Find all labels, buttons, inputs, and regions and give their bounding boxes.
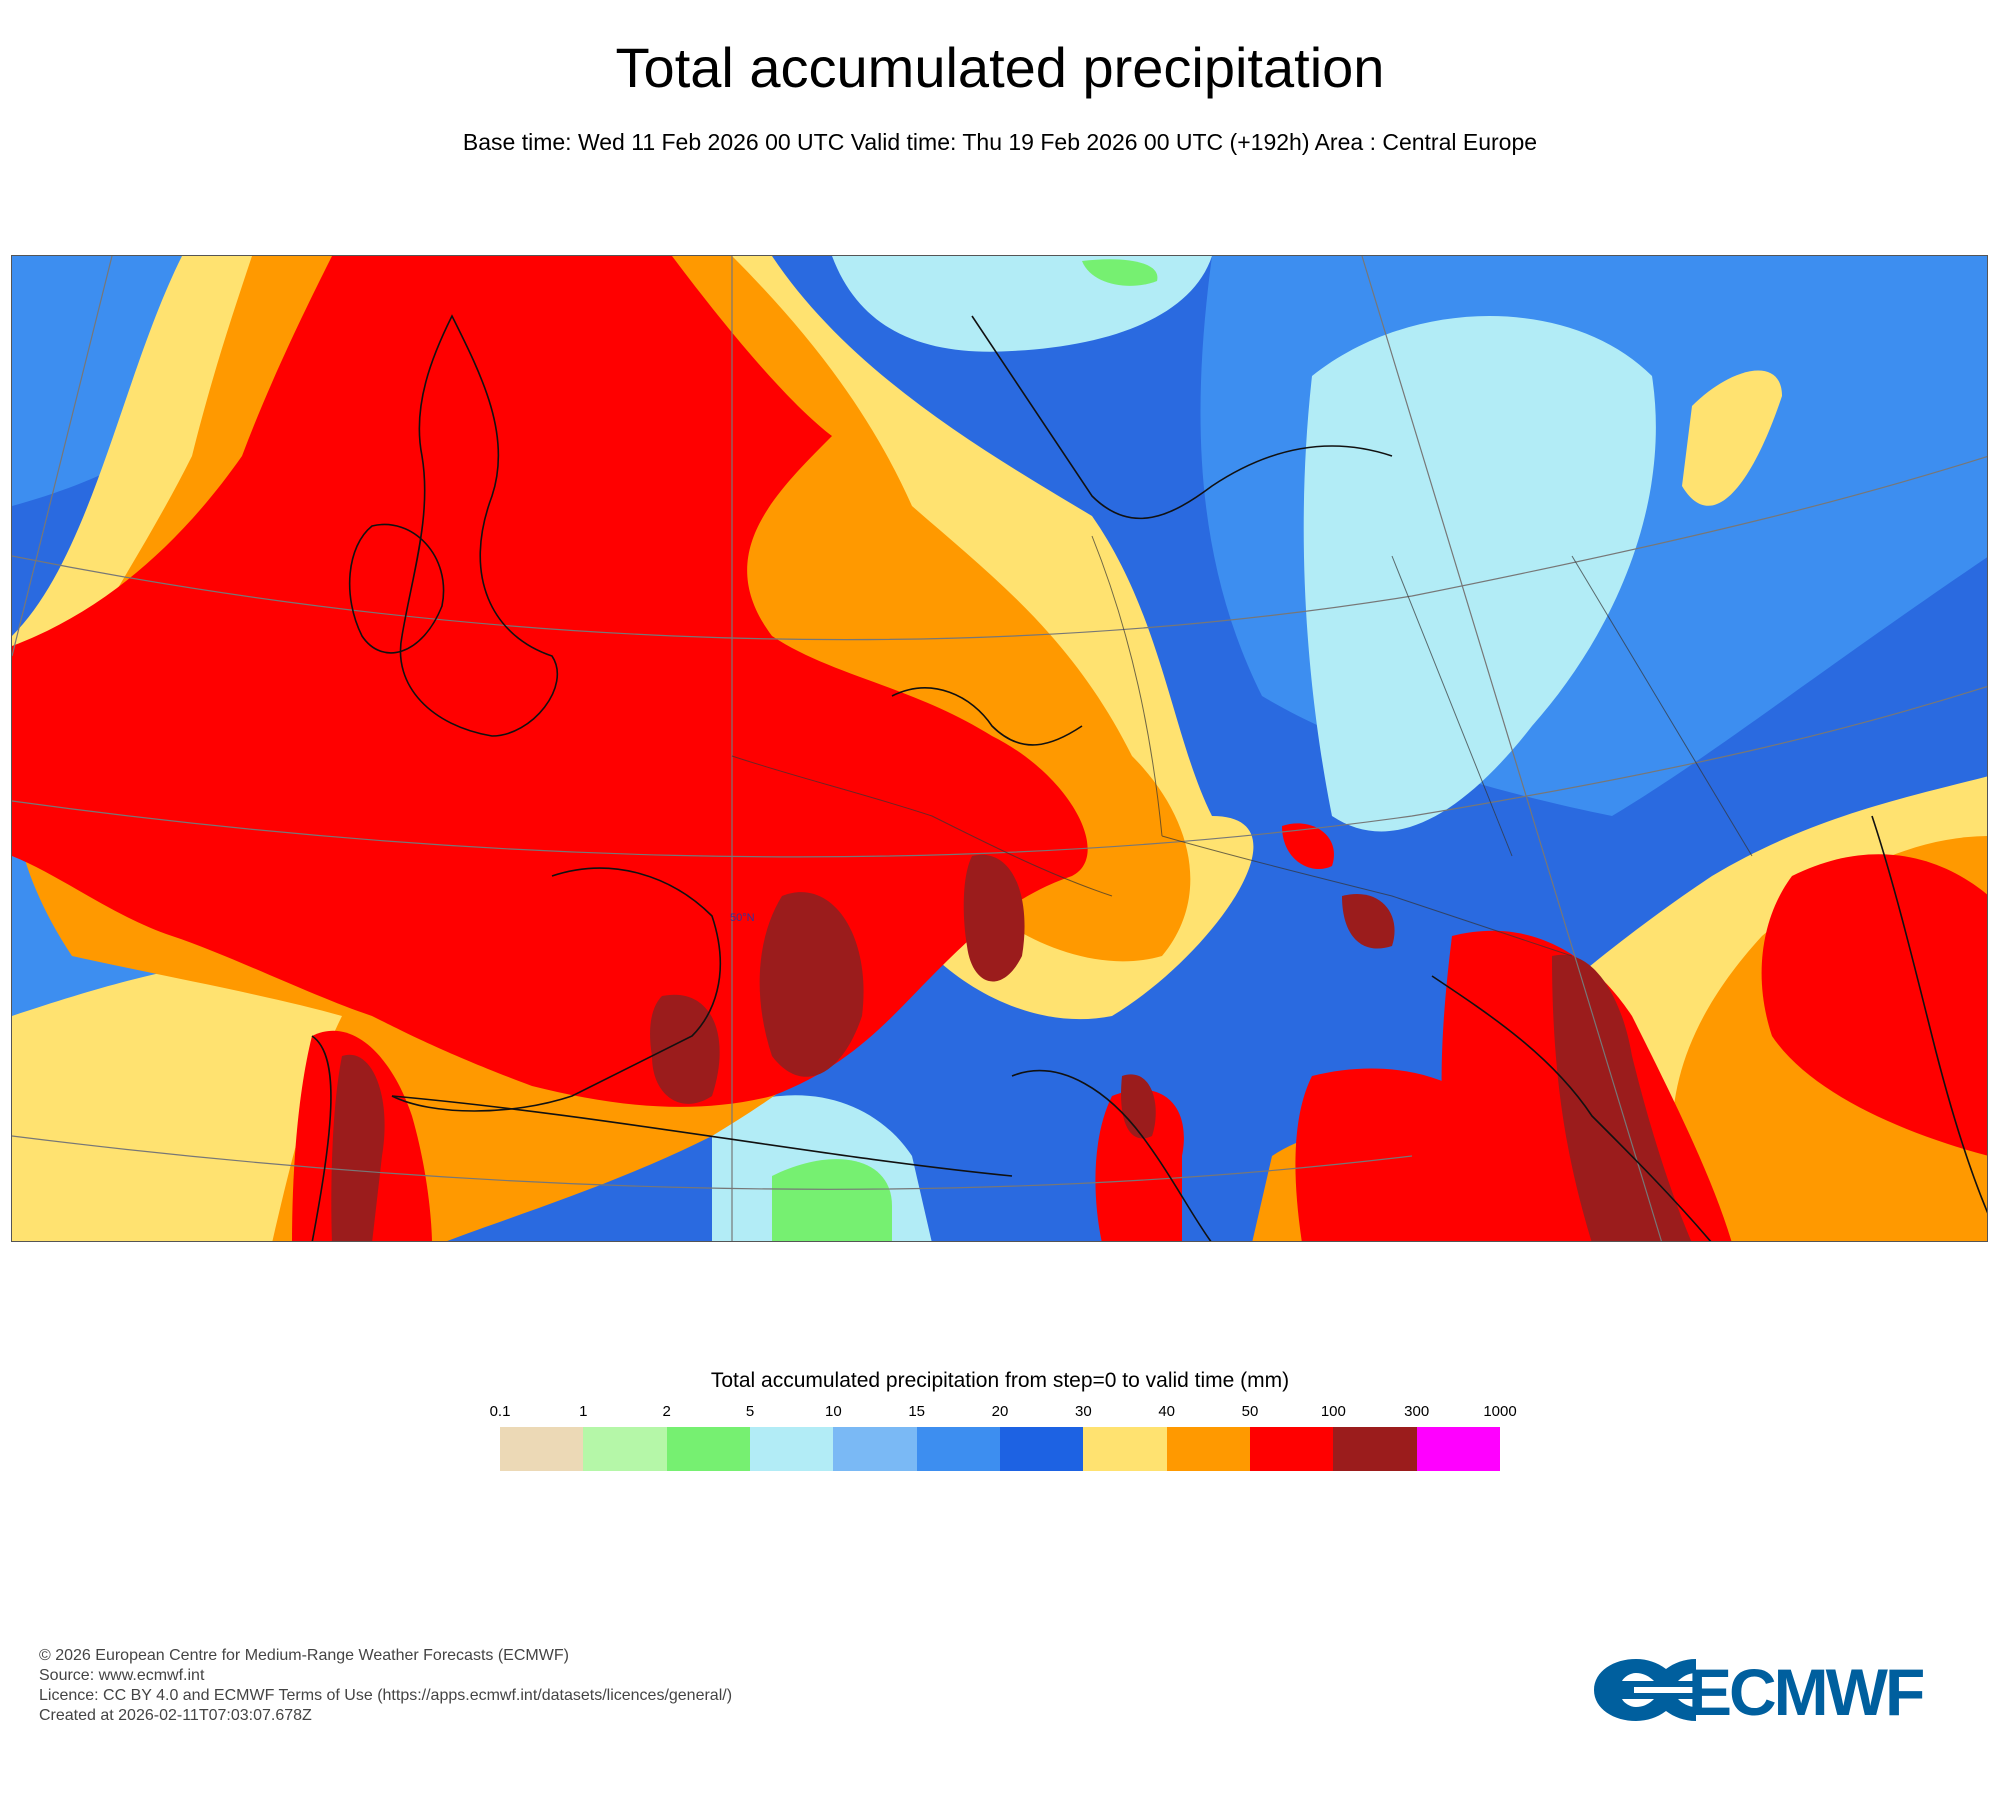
legend-tick-8: 40 [1158,1403,1175,1420]
border-germany-poland [1091,535,1163,837]
precip-area-red-ionian [1295,1068,1532,1241]
legend-swatch-4 [833,1427,917,1471]
footer-copyright: © 2026 European Centre for Medium-Range … [39,1647,569,1664]
legend-swatch-3 [749,1427,834,1471]
precipitation-map: 50°N [11,255,1988,1242]
coast-iberia-west [311,1035,332,1241]
legend-tick-3: 5 [745,1403,755,1420]
coast-north-sea [891,687,1083,746]
map-canvas: 50°N [12,256,1987,1241]
precip-area-red-west-europe [12,256,1088,1107]
graticule-meridian-20e [1361,256,1663,1241]
footer: © 2026 European Centre for Medium-Range … [39,1646,732,1726]
coast-adriatic-east [1431,975,1712,1241]
precip-area-green-north [1082,259,1158,286]
legend-tick-7: 30 [1074,1403,1092,1420]
coast-italy [1011,1070,1212,1241]
legend-tick-9: 50 [1241,1403,1259,1420]
legend-swatch-5 [916,1427,1000,1471]
precip-area-light-blue-poland [1303,316,1656,832]
coast-baltic [971,315,1393,520]
border-france-germany [731,755,1113,897]
legend-swatch-8 [1166,1427,1250,1471]
chart-subtitle: Base time: Wed 11 Feb 2026 00 UTC Valid … [462,129,1538,155]
coast-france-west [391,867,721,1112]
coast-ireland [348,523,445,654]
precip-max-adriatic-north [1342,894,1395,949]
legend-tick-11: 300 [1404,1403,1430,1420]
legend-swatch-1 [583,1427,667,1471]
precip-max-corsica [1121,1074,1156,1139]
legend-swatch-0 [500,1427,584,1471]
legend-tick-6: 20 [991,1403,1009,1420]
precip-area-red-alps [1282,823,1334,870]
legend-swatch-11 [1416,1427,1500,1471]
legend-tick-labels: 0.1 1 2 5 10 15 20 30 40 50 100 300 1000 [0,1402,2000,1422]
precip-area-red-italy-south [1095,1089,1184,1241]
footer-source: Source: www.ecmwf.int [39,1667,205,1684]
legend-tick-1: 1 [579,1403,588,1420]
precip-area-red-romania [1761,854,1987,1156]
coastlines [311,314,1987,1241]
coast-great-britain [399,314,559,737]
legend-tick-4: 10 [824,1403,842,1420]
latitude-label-50n: 50°N [730,912,755,924]
legend-swatch-9 [1249,1427,1334,1471]
border-ukraine [1571,555,1753,857]
legend-swatch-7 [1083,1427,1167,1471]
legend-swatch-6 [999,1427,1084,1471]
precip-area-green-south [772,1159,892,1241]
legend-tick-0: 0.1 [489,1403,511,1420]
graticule-parallel-50 [12,685,1987,858]
footer-licence: Licence: CC BY 4.0 and ECMWF Terms of Us… [39,1687,733,1704]
legend-title: Total accumulated precipitation from ste… [710,1369,1290,1392]
legend-color-bar [500,1427,1500,1471]
legend-swatch-10 [1333,1427,1417,1471]
legend-tick-12: 1000 [1483,1403,1517,1420]
country-borders [731,535,1753,957]
ecmwf-logo-text: ECMWF [1688,1655,1923,1725]
precip-max-dinaric [1552,954,1692,1241]
precip-area-yellow-belarus [1682,370,1782,506]
legend-swatch-2 [666,1427,750,1471]
graticule-meridian-20w [12,256,113,657]
ecmwf-logo: ECMWF [1594,1655,1926,1725]
legend-tick-2: 2 [662,1403,671,1420]
coast-black-sea [1871,815,1987,1214]
border-poland-east [1391,555,1513,857]
coast-mediterranean [391,1095,1013,1177]
graticule-parallel-45 [12,1135,1413,1190]
chart-title: Total accumulated precipitation [615,36,1385,99]
footer-created: Created at 2026-02-11T07:03:07.678Z [39,1707,312,1724]
border-alps-east [1161,835,1573,957]
legend-tick-10: 100 [1320,1403,1346,1420]
precip-max-massif-central [759,892,864,1077]
legend-tick-5: 15 [908,1403,925,1420]
precip-max-pyrenees [650,994,720,1104]
precip-max-western-alps [963,854,1025,982]
ecmwf-logo-mark [1594,1659,1696,1721]
precip-max-portugal [331,1054,385,1241]
